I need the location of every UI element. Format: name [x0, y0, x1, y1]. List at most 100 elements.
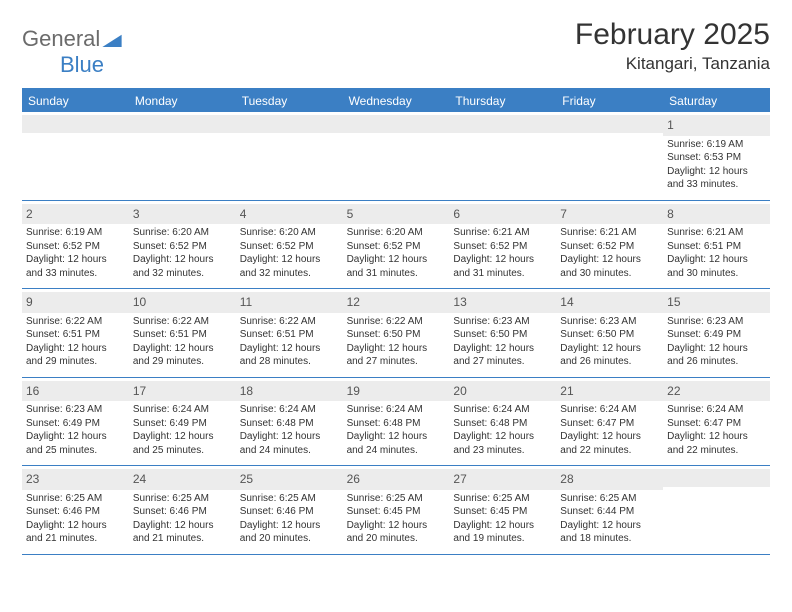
daynum-row: 13 [449, 292, 556, 313]
day-number: 12 [347, 295, 360, 309]
daylight-text: Daylight: 12 hours and 22 minutes. [667, 430, 766, 457]
day-number: 25 [240, 472, 253, 486]
day-number: 13 [453, 295, 466, 309]
sunrise-text: Sunrise: 6:19 AM [667, 138, 766, 152]
calendar-cell: 11Sunrise: 6:22 AMSunset: 6:51 PMDayligh… [236, 289, 343, 377]
title-block: February 2025 Kitangari, Tanzania [575, 18, 770, 74]
daylight-text: Daylight: 12 hours and 25 minutes. [133, 430, 232, 457]
calendar-cell: 8Sunrise: 6:21 AMSunset: 6:51 PMDaylight… [663, 201, 770, 289]
daynum-row [449, 115, 556, 133]
calendar-cell: 6Sunrise: 6:21 AMSunset: 6:52 PMDaylight… [449, 201, 556, 289]
sunset-text: Sunset: 6:48 PM [453, 417, 552, 431]
sunrise-text: Sunrise: 6:23 AM [667, 315, 766, 329]
sunrise-text: Sunrise: 6:21 AM [453, 226, 552, 240]
calendar-cell: 18Sunrise: 6:24 AMSunset: 6:48 PMDayligh… [236, 378, 343, 466]
calendar-cell: 28Sunrise: 6:25 AMSunset: 6:44 PMDayligh… [556, 466, 663, 554]
daynum-row: 18 [236, 381, 343, 402]
daynum-row: 14 [556, 292, 663, 313]
daynum-row: 25 [236, 469, 343, 490]
calendar-cell: 27Sunrise: 6:25 AMSunset: 6:45 PMDayligh… [449, 466, 556, 554]
weekday-header: Saturday [663, 90, 770, 112]
weekday-header: Sunday [22, 90, 129, 112]
sunset-text: Sunset: 6:52 PM [453, 240, 552, 254]
logo-triangle-icon [102, 33, 122, 52]
day-number: 6 [453, 207, 460, 221]
daylight-text: Daylight: 12 hours and 20 minutes. [347, 519, 446, 546]
weekday-header: Monday [129, 90, 236, 112]
daynum-row: 3 [129, 204, 236, 225]
day-number: 22 [667, 384, 680, 398]
daynum-row: 1 [663, 115, 770, 136]
daynum-row: 26 [343, 469, 450, 490]
sunrise-text: Sunrise: 6:24 AM [133, 403, 232, 417]
day-number: 23 [26, 472, 39, 486]
calendar-week: 9Sunrise: 6:22 AMSunset: 6:51 PMDaylight… [22, 289, 770, 378]
sunrise-text: Sunrise: 6:25 AM [347, 492, 446, 506]
daylight-text: Daylight: 12 hours and 20 minutes. [240, 519, 339, 546]
daynum-row: 10 [129, 292, 236, 313]
brand-logo: GeneralBlue [22, 26, 122, 78]
daynum-row: 4 [236, 204, 343, 225]
sunset-text: Sunset: 6:52 PM [133, 240, 232, 254]
day-number: 19 [347, 384, 360, 398]
sunrise-text: Sunrise: 6:24 AM [347, 403, 446, 417]
calendar-cell: 12Sunrise: 6:22 AMSunset: 6:50 PMDayligh… [343, 289, 450, 377]
sunrise-text: Sunrise: 6:21 AM [667, 226, 766, 240]
sunset-text: Sunset: 6:51 PM [26, 328, 125, 342]
daylight-text: Daylight: 12 hours and 21 minutes. [26, 519, 125, 546]
day-number: 1 [667, 118, 674, 132]
sunset-text: Sunset: 6:46 PM [240, 505, 339, 519]
sunset-text: Sunset: 6:51 PM [240, 328, 339, 342]
calendar-cell: 20Sunrise: 6:24 AMSunset: 6:48 PMDayligh… [449, 378, 556, 466]
day-number: 17 [133, 384, 146, 398]
daylight-text: Daylight: 12 hours and 24 minutes. [240, 430, 339, 457]
day-number: 21 [560, 384, 573, 398]
daynum-row: 8 [663, 204, 770, 225]
sunrise-text: Sunrise: 6:20 AM [240, 226, 339, 240]
day-number: 18 [240, 384, 253, 398]
calendar-cell: 17Sunrise: 6:24 AMSunset: 6:49 PMDayligh… [129, 378, 236, 466]
sunset-text: Sunset: 6:53 PM [667, 151, 766, 165]
daynum-row: 12 [343, 292, 450, 313]
sunrise-text: Sunrise: 6:25 AM [240, 492, 339, 506]
daylight-text: Daylight: 12 hours and 25 minutes. [26, 430, 125, 457]
daylight-text: Daylight: 12 hours and 23 minutes. [453, 430, 552, 457]
calendar-cell [236, 112, 343, 200]
day-number: 8 [667, 207, 674, 221]
sunrise-text: Sunrise: 6:24 AM [453, 403, 552, 417]
calendar-cell: 26Sunrise: 6:25 AMSunset: 6:45 PMDayligh… [343, 466, 450, 554]
sunset-text: Sunset: 6:52 PM [560, 240, 659, 254]
sunrise-text: Sunrise: 6:22 AM [133, 315, 232, 329]
calendar: Sunday Monday Tuesday Wednesday Thursday… [22, 88, 770, 555]
daylight-text: Daylight: 12 hours and 21 minutes. [133, 519, 232, 546]
sunset-text: Sunset: 6:49 PM [667, 328, 766, 342]
calendar-cell: 24Sunrise: 6:25 AMSunset: 6:46 PMDayligh… [129, 466, 236, 554]
sunset-text: Sunset: 6:52 PM [347, 240, 446, 254]
calendar-cell: 22Sunrise: 6:24 AMSunset: 6:47 PMDayligh… [663, 378, 770, 466]
calendar-week: 23Sunrise: 6:25 AMSunset: 6:46 PMDayligh… [22, 466, 770, 555]
daynum-row [343, 115, 450, 133]
sunrise-text: Sunrise: 6:24 AM [560, 403, 659, 417]
weeks-container: 1Sunrise: 6:19 AMSunset: 6:53 PMDaylight… [22, 112, 770, 555]
sunset-text: Sunset: 6:52 PM [240, 240, 339, 254]
daylight-text: Daylight: 12 hours and 18 minutes. [560, 519, 659, 546]
sunrise-text: Sunrise: 6:19 AM [26, 226, 125, 240]
calendar-cell: 9Sunrise: 6:22 AMSunset: 6:51 PMDaylight… [22, 289, 129, 377]
daynum-row: 24 [129, 469, 236, 490]
day-number: 28 [560, 472, 573, 486]
daynum-row: 23 [22, 469, 129, 490]
day-number: 2 [26, 207, 33, 221]
daynum-row [556, 115, 663, 133]
day-number: 14 [560, 295, 573, 309]
calendar-cell: 15Sunrise: 6:23 AMSunset: 6:49 PMDayligh… [663, 289, 770, 377]
day-number: 24 [133, 472, 146, 486]
sunrise-text: Sunrise: 6:23 AM [453, 315, 552, 329]
calendar-week: 2Sunrise: 6:19 AMSunset: 6:52 PMDaylight… [22, 201, 770, 290]
calendar-cell: 16Sunrise: 6:23 AMSunset: 6:49 PMDayligh… [22, 378, 129, 466]
daynum-row: 20 [449, 381, 556, 402]
calendar-cell: 7Sunrise: 6:21 AMSunset: 6:52 PMDaylight… [556, 201, 663, 289]
calendar-cell: 2Sunrise: 6:19 AMSunset: 6:52 PMDaylight… [22, 201, 129, 289]
weekday-header: Wednesday [343, 90, 450, 112]
weekday-header: Thursday [449, 90, 556, 112]
sunrise-text: Sunrise: 6:22 AM [26, 315, 125, 329]
